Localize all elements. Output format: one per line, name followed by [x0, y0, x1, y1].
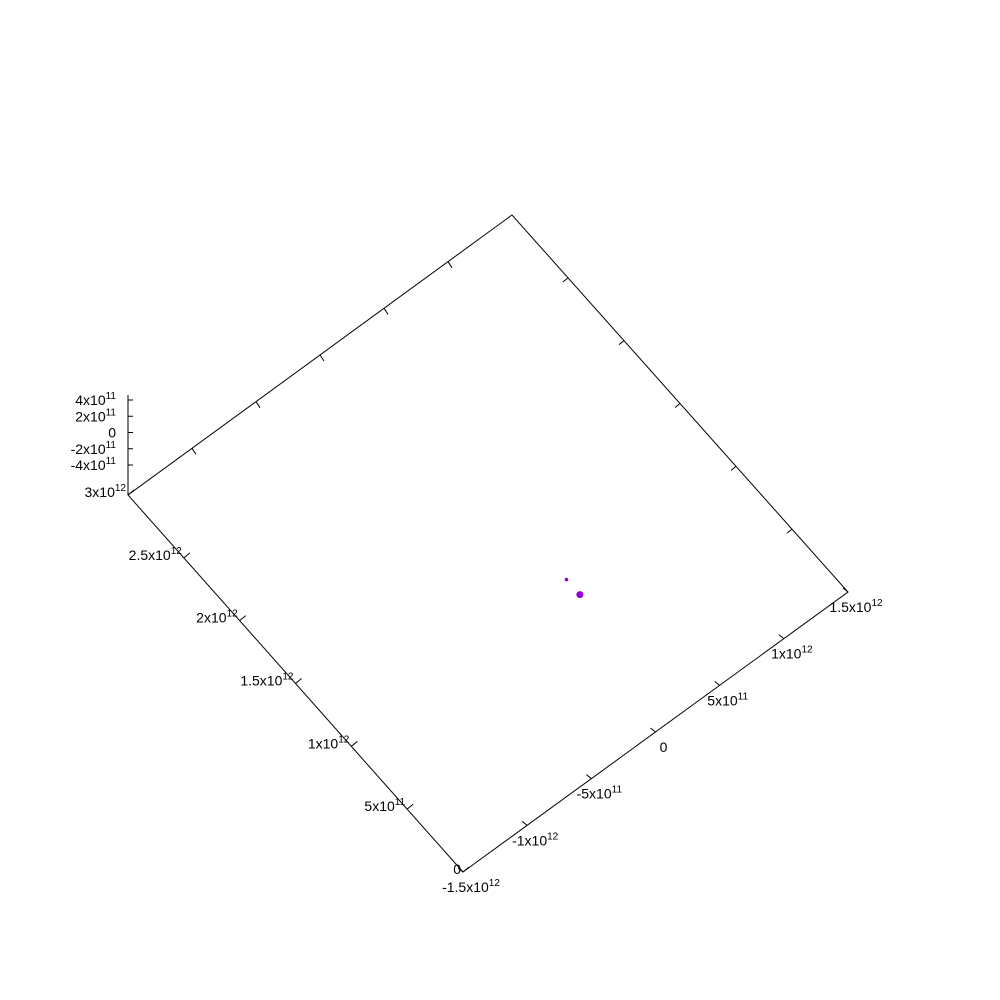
x-axis-ticks: -1.5x1012 -1x1012 -5x1011 0 5x1011 1x1012 1.5x… — [442, 587, 883, 895]
x-tick-mark — [457, 867, 464, 873]
y-tick-label: 2.5x1012 — [129, 546, 183, 563]
plane-border — [127, 214, 849, 873]
back-edge-tick — [255, 401, 261, 408]
z-tick-label: -2x1011 — [71, 440, 117, 457]
z-tick-label: 2x1011 — [75, 407, 116, 424]
back-edge-tick — [730, 465, 737, 471]
y-tick-label: 1.5x1012 — [240, 672, 294, 689]
y-axis-ticks: 0 5x1011 1x1012 1.5x1012 2x1012 2.5x1012 3x101… — [85, 483, 470, 877]
data-point — [576, 591, 584, 599]
x-tick-mark — [586, 774, 592, 780]
y-tick-mark — [295, 678, 302, 684]
back-edge-tick — [447, 261, 453, 268]
y-tick-label: 1x1012 — [308, 734, 350, 751]
back-edge-tick — [383, 308, 389, 315]
back-edge-tick — [191, 448, 197, 455]
base-plane-frame — [127, 214, 849, 873]
z-tick-label: 0 — [108, 425, 116, 441]
z-tick-label: 4x1011 — [75, 391, 116, 408]
y-tick-mark — [462, 866, 470, 873]
z-tick-label: -4x1011 — [71, 456, 117, 473]
back-edge-tick — [618, 340, 625, 346]
x-tick-label: -1.5x1012 — [442, 878, 500, 895]
back-edge-tick — [319, 354, 325, 362]
x-tick-mark — [842, 587, 849, 593]
back-edge-tick — [562, 277, 569, 283]
y-tick-label: 0 — [453, 861, 461, 877]
data-points — [564, 577, 584, 599]
x-tick-label: -5x1011 — [577, 785, 623, 802]
y-tick-mark — [127, 489, 135, 496]
y-tick-label: 2x1012 — [196, 609, 238, 626]
y-tick-mark — [183, 552, 191, 559]
back-edge-tick — [786, 528, 793, 534]
x-tick-mark — [650, 727, 656, 733]
y-tick-mark — [239, 615, 246, 622]
data-point — [564, 577, 569, 582]
back-edge-tick — [674, 403, 681, 408]
y-tick-mark — [351, 740, 358, 747]
x-tick-label: 1x1012 — [771, 645, 813, 662]
y-tick-label: 3x1012 — [85, 483, 127, 500]
x-tick-label: 5x1011 — [707, 691, 748, 708]
x-tick-mark — [778, 634, 785, 640]
x-tick-mark — [521, 820, 528, 826]
x-tick-label: -1x1012 — [512, 831, 559, 848]
x-tick-label: 1.5x1012 — [829, 598, 883, 615]
y-tick-mark — [406, 803, 414, 810]
y-tick-label: 5x1011 — [364, 797, 405, 814]
x-tick-mark — [714, 680, 720, 686]
x-tick-label: 0 — [660, 739, 668, 755]
